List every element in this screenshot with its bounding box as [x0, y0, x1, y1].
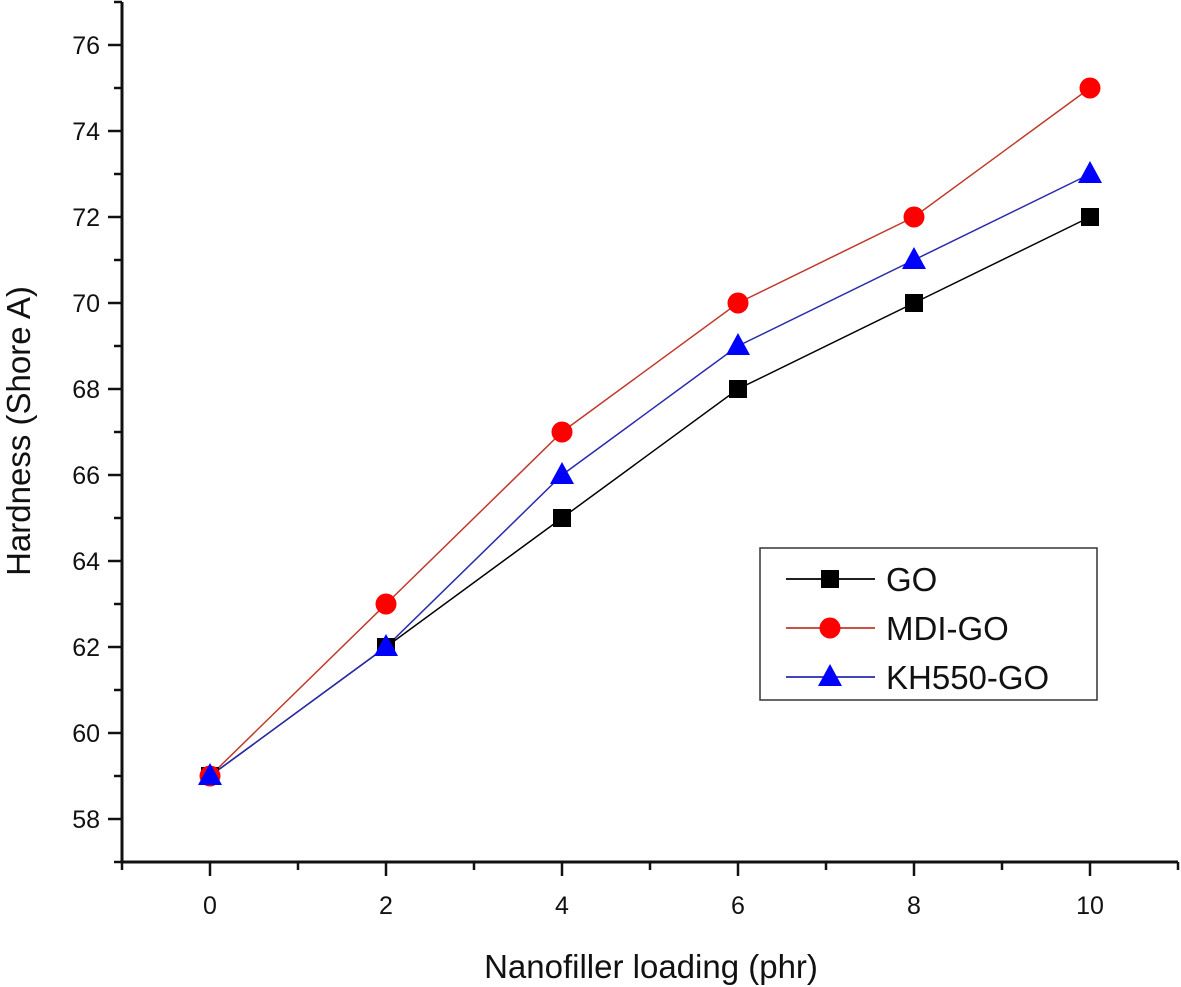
legend: GO MDI-GO KH550-GO — [759, 547, 1098, 701]
y-tick-label: 74 — [72, 118, 100, 146]
axes — [120, 2, 1178, 864]
x-tick-label: 2 — [379, 892, 393, 920]
data-point-circle — [819, 617, 841, 639]
y-tick-label: 66 — [72, 462, 100, 490]
data-point-square — [821, 570, 839, 588]
data-point-circle — [375, 593, 397, 615]
data-point-triangle — [726, 333, 750, 355]
data-point-circle — [727, 292, 749, 314]
y-tick-label: 62 — [72, 634, 100, 662]
y-tick-label: 64 — [72, 548, 100, 576]
x-tick-label: 6 — [731, 892, 745, 920]
y-tick-label: 76 — [72, 32, 100, 60]
legend-label: GO — [886, 561, 937, 598]
x-tick-label: 8 — [907, 892, 921, 920]
x-tick-label: 0 — [203, 892, 217, 920]
data-point-triangle — [818, 664, 842, 686]
data-point-triangle — [198, 763, 222, 785]
x-ticks: 0 2 4 6 8 10 — [120, 862, 1180, 920]
series-kh550-go — [209, 173, 1091, 777]
series-line — [209, 87, 1091, 777]
data-point-circle — [1079, 77, 1101, 99]
series-mdi-go — [209, 87, 1091, 777]
data-point-triangle — [902, 247, 926, 269]
series-group — [198, 77, 1102, 787]
y-tick-label: 72 — [72, 204, 100, 232]
data-point-square — [553, 509, 571, 527]
data-point-triangle — [1078, 161, 1102, 183]
x-tick-label: 10 — [1076, 892, 1104, 920]
y-tick-label: 60 — [72, 720, 100, 748]
series-markers-kh550-go — [198, 161, 1102, 785]
data-point-triangle — [550, 462, 574, 484]
x-tick-label: 4 — [555, 892, 569, 920]
y-tick-label: 68 — [72, 376, 100, 404]
series-line — [209, 173, 1091, 777]
data-point-square — [1081, 208, 1099, 226]
data-point-circle — [903, 206, 925, 228]
data-point-circle — [551, 421, 573, 443]
data-point-square — [905, 294, 923, 312]
legend-box — [759, 547, 1098, 701]
legend-label: MDI-GO — [886, 610, 1009, 647]
y-ticks: 58 60 62 64 66 68 70 72 74 76 — [72, 0, 122, 864]
y-tick-label: 70 — [72, 290, 100, 318]
data-point-triangle — [374, 634, 398, 656]
y-tick-label: 58 — [72, 806, 100, 834]
y-axis-title: Hardness (Shore A) — [0, 286, 37, 576]
data-point-square — [729, 380, 747, 398]
legend-label: KH550-GO — [886, 659, 1049, 696]
x-axis-title: Nanofiller loading (phr) — [484, 948, 818, 985]
